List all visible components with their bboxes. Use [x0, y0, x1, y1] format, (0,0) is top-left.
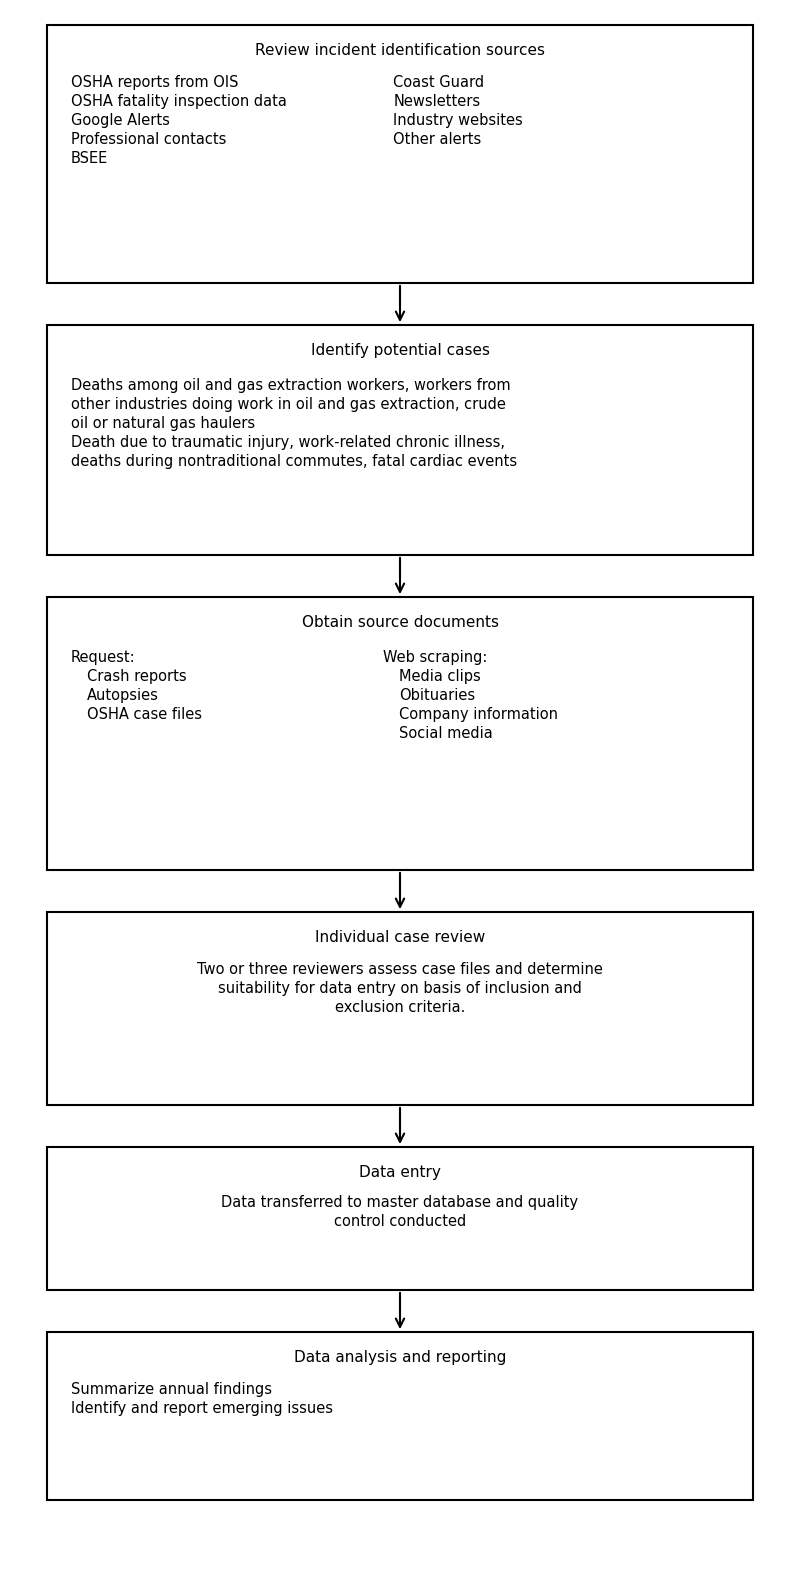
Text: Review incident identification sources: Review incident identification sources [255, 43, 545, 58]
Text: Professional contacts: Professional contacts [70, 132, 226, 147]
Text: Crash reports: Crash reports [86, 669, 186, 684]
Text: Obtain source documents: Obtain source documents [302, 615, 498, 629]
Bar [46, 1333, 754, 1500]
Text: OSHA fatality inspection data: OSHA fatality inspection data [70, 95, 286, 109]
Bar [46, 325, 754, 555]
Text: Data entry: Data entry [359, 1165, 441, 1180]
Text: Two or three reviewers assess case files and determine: Two or three reviewers assess case files… [197, 962, 603, 978]
Text: Death due to traumatic injury, work-related chronic illness,: Death due to traumatic injury, work-rela… [70, 435, 505, 449]
Bar [46, 25, 754, 282]
Text: Other alerts: Other alerts [394, 132, 482, 147]
Bar [46, 1146, 754, 1290]
Text: Data analysis and reporting: Data analysis and reporting [294, 1350, 506, 1366]
Text: Autopsies: Autopsies [86, 688, 158, 703]
Text: Obituaries: Obituaries [398, 688, 474, 703]
Text: Request:: Request: [70, 650, 135, 665]
Text: other industries doing work in oil and gas extraction, crude: other industries doing work in oil and g… [70, 397, 506, 412]
Text: Data transferred to master database and quality: Data transferred to master database and … [222, 1195, 578, 1210]
Text: Deaths among oil and gas extraction workers, workers from: Deaths among oil and gas extraction work… [70, 378, 510, 393]
Text: Identify potential cases: Identify potential cases [310, 344, 490, 358]
Text: exclusion criteria.: exclusion criteria. [335, 1000, 465, 1016]
Text: Company information: Company information [398, 706, 558, 722]
Text: deaths during nontraditional commutes, fatal cardiac events: deaths during nontraditional commutes, f… [70, 454, 517, 468]
Text: OSHA reports from OIS: OSHA reports from OIS [70, 76, 238, 90]
Text: control conducted: control conducted [334, 1214, 466, 1228]
Text: Newsletters: Newsletters [394, 95, 481, 109]
Text: Individual case review: Individual case review [315, 930, 485, 945]
Text: Summarize annual findings: Summarize annual findings [70, 1381, 272, 1397]
Text: oil or natural gas haulers: oil or natural gas haulers [70, 416, 254, 431]
Text: Google Alerts: Google Alerts [70, 114, 170, 128]
Bar [46, 598, 754, 871]
Text: Industry websites: Industry websites [394, 114, 523, 128]
Text: Coast Guard: Coast Guard [394, 76, 485, 90]
Bar [46, 912, 754, 1105]
Text: BSEE: BSEE [70, 151, 108, 166]
Text: Media clips: Media clips [398, 669, 481, 684]
Text: suitability for data entry on basis of inclusion and: suitability for data entry on basis of i… [218, 981, 582, 997]
Text: Identify and report emerging issues: Identify and report emerging issues [70, 1400, 333, 1416]
Text: Web scraping:: Web scraping: [382, 650, 487, 665]
Text: Social media: Social media [398, 725, 493, 741]
Text: OSHA case files: OSHA case files [86, 706, 202, 722]
